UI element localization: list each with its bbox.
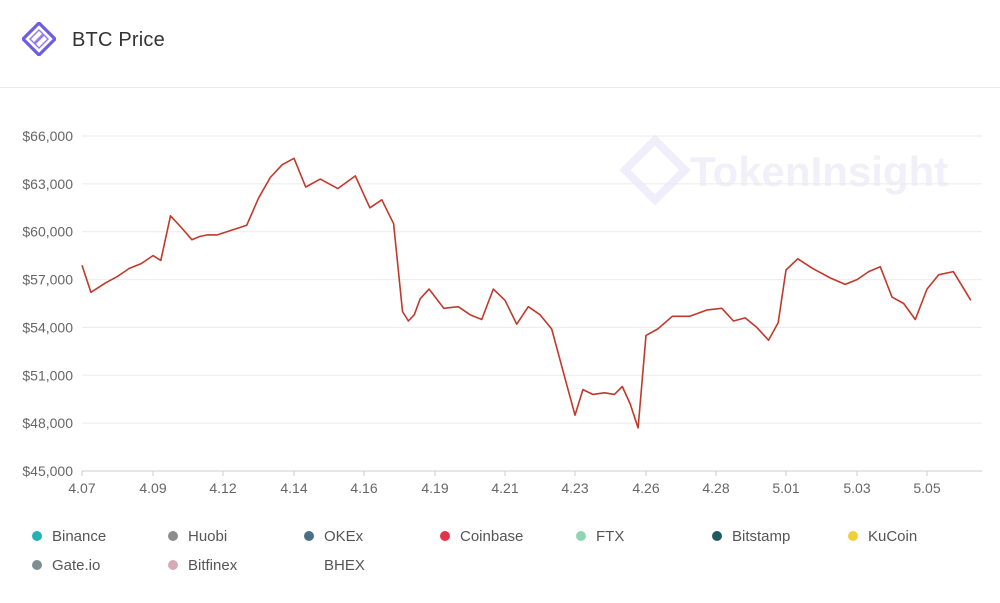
chart-gridlines <box>82 135 982 472</box>
y-tick-label: $51,000 <box>22 367 73 383</box>
watermark-text: TokenInsight <box>690 148 948 195</box>
legend-label: OKEx <box>324 527 364 545</box>
legend-dot <box>576 531 586 541</box>
y-axis: $45,000 $48,000 $51,000 $54,000 $57,000 $60,0… <box>22 128 73 479</box>
x-tick-label: 4.23 <box>561 480 588 496</box>
legend-item-binance[interactable]: Binance <box>32 526 106 546</box>
legend-label: Gate.io <box>52 556 101 574</box>
x-tick-label: 4.12 <box>209 480 236 496</box>
legend-dot <box>32 531 42 541</box>
legend-dot <box>440 531 450 541</box>
x-tick-label: 4.09 <box>139 480 166 496</box>
legend-label: Bitfinex <box>188 556 238 574</box>
x-tick-label: 4.21 <box>491 480 518 496</box>
legend-label: FTX <box>596 527 625 545</box>
x-tick-label: 5.03 <box>843 480 870 496</box>
legend-label: BHEX <box>324 556 365 574</box>
legend-dot <box>168 531 178 541</box>
legend-label: Huobi <box>188 527 228 545</box>
tokeninsight-logo-icon <box>22 22 56 56</box>
y-tick-label: $57,000 <box>22 272 73 288</box>
y-tick-label: $63,000 <box>22 176 73 192</box>
page-header: BTC Price <box>0 0 1000 88</box>
series-line-coinbase <box>81 157 972 429</box>
x-tick-label: 5.05 <box>913 480 940 496</box>
x-tick-label: 4.16 <box>350 480 377 496</box>
legend-dot <box>304 531 314 541</box>
x-tick-label: 4.07 <box>68 480 95 496</box>
legend-item-bhex[interactable]: BHEX <box>304 555 365 575</box>
legend-item-kucoin[interactable]: KuCoin <box>848 526 917 546</box>
watermark: TokenInsight <box>619 134 948 206</box>
legend-label: Coinbase <box>460 527 524 545</box>
x-tick-label: 4.28 <box>702 480 729 496</box>
legend-label: Bitstamp <box>732 527 791 545</box>
legend-item-bitfinex[interactable]: Bitfinex <box>168 555 237 575</box>
y-tick-label: $60,000 <box>22 224 73 240</box>
legend-label: KuCoin <box>868 527 918 545</box>
legend-dot <box>32 560 42 570</box>
y-tick-label: $54,000 <box>22 319 73 335</box>
y-tick-label: $66,000 <box>22 128 73 144</box>
legend-item-gate-io[interactable]: Gate.io <box>32 555 100 575</box>
legend-item-huobi[interactable]: Huobi <box>168 526 227 546</box>
page-title: BTC Price <box>72 29 165 51</box>
legend-dot <box>168 560 178 570</box>
legend-dot <box>304 560 314 570</box>
chart-series <box>81 157 972 429</box>
legend-dot <box>848 531 858 541</box>
x-axis: 4.07 4.09 4.12 4.14 4.16 4.19 4.21 4.23 4.26 4.28… <box>68 471 941 496</box>
legend-dot <box>712 531 722 541</box>
legend-label: Binance <box>52 527 107 545</box>
y-tick-label: $48,000 <box>22 415 73 431</box>
y-tick-label: $45,000 <box>22 463 73 479</box>
x-tick-label: 5.01 <box>772 480 799 496</box>
x-tick-label: 4.14 <box>280 480 307 496</box>
legend-item-bitstamp[interactable]: Bitstamp <box>712 526 790 546</box>
legend-item-coinbase[interactable]: Coinbase <box>440 526 523 546</box>
x-tick-label: 4.19 <box>421 480 448 496</box>
legend-item-ftx[interactable]: FTX <box>576 526 624 546</box>
legend-item-okex[interactable]: OKEx <box>304 526 363 546</box>
x-tick-label: 4.26 <box>632 480 659 496</box>
